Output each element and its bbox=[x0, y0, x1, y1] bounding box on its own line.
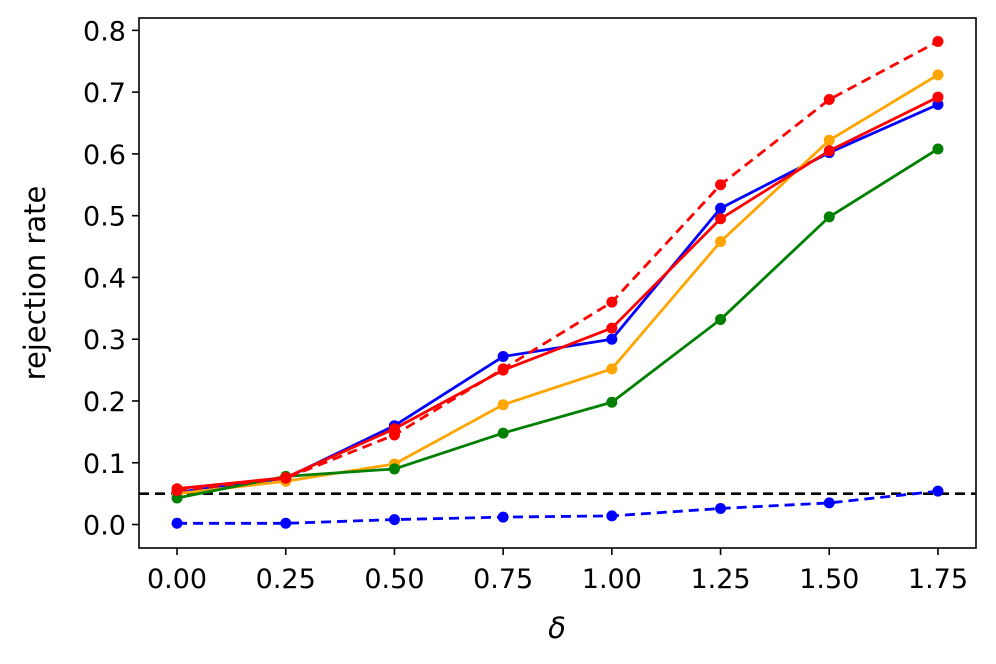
x-tick-label: 0.50 bbox=[364, 564, 424, 595]
y-tick-label: 0.6 bbox=[83, 140, 126, 171]
data-point bbox=[932, 69, 944, 81]
plot-frame bbox=[138, 17, 977, 549]
data-point bbox=[606, 333, 618, 345]
data-point bbox=[171, 485, 183, 497]
data-point bbox=[715, 213, 727, 225]
data-point bbox=[932, 485, 944, 497]
data-point bbox=[280, 472, 292, 484]
series-5 bbox=[171, 485, 944, 529]
y-tick-label: 0.8 bbox=[83, 16, 126, 47]
data-point bbox=[606, 510, 618, 522]
data-point bbox=[932, 143, 944, 155]
data-point bbox=[823, 134, 835, 146]
series-0 bbox=[171, 98, 944, 498]
series-line bbox=[176, 73, 939, 496]
y-axis-label: rejection rate bbox=[18, 186, 52, 381]
data-point bbox=[715, 502, 727, 514]
data-point bbox=[715, 202, 727, 214]
data-point bbox=[823, 145, 835, 157]
x-tick-label: 0.75 bbox=[473, 564, 533, 595]
data-point bbox=[715, 236, 727, 248]
data-point bbox=[823, 211, 835, 223]
data-point bbox=[388, 429, 400, 441]
series-line bbox=[177, 489, 939, 525]
series-line bbox=[176, 95, 939, 491]
series-4 bbox=[171, 35, 944, 497]
y-tick-label: 0.3 bbox=[83, 325, 126, 356]
data-point bbox=[932, 35, 944, 47]
y-tick-label: 0.4 bbox=[83, 263, 126, 294]
data-point bbox=[497, 363, 509, 375]
x-tick-label: 1.25 bbox=[690, 564, 750, 595]
y-axis: 0.0 0.1 0.2 0.3 0.4 0.5 0.6 0.7 0.8 bbox=[83, 16, 139, 542]
y-tick-label: 0.0 bbox=[83, 511, 126, 542]
data-point bbox=[388, 514, 400, 526]
series-2 bbox=[171, 143, 944, 504]
series-line bbox=[176, 147, 939, 500]
x-tick-label: 0.25 bbox=[256, 564, 316, 595]
data-point bbox=[497, 427, 509, 439]
series-line bbox=[176, 40, 939, 492]
y-tick-label: 0.5 bbox=[83, 202, 126, 233]
y-tick-label: 0.7 bbox=[83, 78, 126, 109]
series-3 bbox=[171, 91, 944, 495]
data-point bbox=[497, 399, 509, 411]
data-point bbox=[388, 463, 400, 475]
x-axis: 0.00 0.25 0.50 0.75 1.00 1.25 1.50 1.75 bbox=[147, 548, 968, 595]
y-tick-label: 0.2 bbox=[83, 387, 126, 418]
data-point bbox=[606, 363, 618, 375]
x-tick-label: 1.00 bbox=[582, 564, 642, 595]
x-axis-label: δ bbox=[548, 611, 566, 645]
data-point bbox=[823, 497, 835, 509]
data-point bbox=[497, 511, 509, 523]
data-point bbox=[497, 351, 509, 363]
data-point bbox=[171, 517, 183, 529]
series-line bbox=[176, 103, 939, 494]
data-point bbox=[280, 517, 292, 529]
data-point bbox=[606, 296, 618, 308]
x-tick-label: 1.50 bbox=[799, 564, 859, 595]
x-tick-label: 1.75 bbox=[908, 564, 968, 595]
data-point bbox=[932, 91, 944, 103]
data-point bbox=[606, 396, 618, 408]
x-tick-label: 0.00 bbox=[147, 564, 207, 595]
data-point bbox=[715, 313, 727, 325]
y-tick-label: 0.1 bbox=[83, 449, 126, 480]
data-point bbox=[606, 322, 618, 334]
data-point bbox=[715, 179, 727, 191]
series-1 bbox=[171, 69, 944, 500]
data-point bbox=[823, 94, 835, 106]
plot-marks bbox=[139, 35, 976, 529]
